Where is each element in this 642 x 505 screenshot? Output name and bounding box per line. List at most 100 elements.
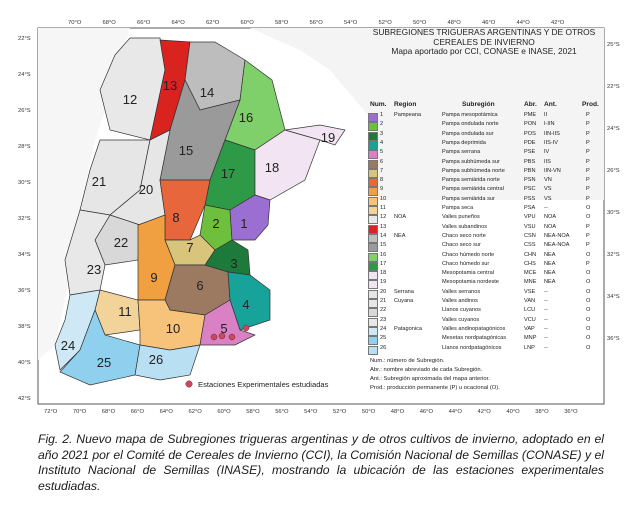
legend-row: 10 Pampa semiárida sur PSS VS P: [364, 195, 604, 206]
legend-subregion: Valles cuyanos: [442, 316, 480, 323]
legend-subregion: Valles subandinos: [442, 223, 487, 230]
legend-abr: VCU: [524, 316, 536, 323]
legend-prod: O: [586, 279, 591, 286]
legend-num: 25: [380, 335, 387, 342]
longitude-label: 68°O: [102, 409, 116, 415]
legend-prod: O: [586, 288, 591, 295]
legend-num: 6: [380, 158, 384, 165]
legend-prod: P: [586, 260, 590, 267]
region-label-14: 14: [200, 85, 214, 100]
legend-ant: IIN-VN: [544, 167, 561, 174]
legend-prod: P: [586, 195, 590, 202]
latitude-label: 24°S: [18, 72, 31, 78]
legend-subregion: Chaco húmedo sur: [442, 260, 490, 267]
latitude-label: 32°S: [607, 252, 620, 258]
legend-abr: LCU: [524, 307, 536, 314]
region-label-25: 25: [97, 355, 111, 370]
legend-abr: PBS: [524, 158, 536, 165]
legend-ant: --: [544, 298, 548, 304]
region-label-7: 7: [186, 240, 193, 255]
legend-subregion: Pampa seca: [442, 205, 474, 211]
legend-swatch: [368, 131, 378, 141]
longitude-label: 58°O: [246, 409, 260, 415]
legend-swatch: [368, 187, 378, 197]
legend-prod: P: [586, 177, 590, 184]
legend-row: 17 Chaco húmedo sur CHS NEA P: [364, 260, 604, 271]
legend-abr: VAP: [524, 325, 535, 332]
legend-subregion: Mesetas nordpatagónicas: [442, 335, 507, 342]
latitude-label: 22°S: [18, 36, 31, 42]
station-marker: [242, 324, 250, 332]
legend-swatch: [368, 168, 378, 178]
latitude-label: 36°S: [607, 336, 620, 342]
legend-abr: LNP: [524, 344, 535, 351]
latitude-label: 36°S: [18, 288, 31, 294]
legend-swatch: [368, 271, 378, 281]
region-19: [284, 124, 346, 146]
legend-abr: VSU: [524, 223, 536, 230]
legend-swatch: [368, 159, 378, 169]
longitude-label: 56°O: [275, 409, 289, 415]
latitude-label: 38°S: [18, 324, 31, 330]
legend-header-num: Num.: [370, 101, 387, 108]
legend-abr: MCE: [524, 270, 537, 277]
legend-region: Patagonica: [394, 325, 422, 332]
legend-header-subregion: Subregión: [462, 101, 495, 108]
legend-num: 23: [380, 316, 387, 323]
legend-row: 15 Chaco seco sur CSS NEA-NOA P: [364, 242, 604, 253]
legend-prod: P: [586, 130, 590, 137]
legend-row: 20 Serrana Valles serranos VSE -- O: [364, 288, 604, 299]
latitude-label: 32°S: [18, 216, 31, 222]
legend-row: 22 Llanos cuyanos LCU -- O: [364, 307, 604, 318]
legend-prod: O: [586, 251, 591, 258]
region-label-4: 4: [242, 297, 249, 312]
region-label-17: 17: [221, 166, 235, 181]
legend-swatch: [368, 150, 378, 160]
region-label-18: 18: [265, 160, 279, 175]
legend-subregion: Valles serranos: [442, 288, 481, 295]
legend-num: 12: [380, 214, 387, 221]
legend-region: Serrana: [394, 288, 414, 295]
longitude-label: 64°O: [172, 20, 186, 26]
legend-num: 7: [380, 167, 384, 174]
legend-num: 22: [380, 307, 387, 314]
legend-ant: --: [544, 344, 548, 351]
latitude-label: 28°S: [18, 144, 31, 150]
legend-row: 1 Pampeana Pampa mesopotámica PME II P: [364, 112, 604, 122]
station-marker: [218, 332, 226, 340]
legend-prod: P: [586, 121, 590, 128]
legend-prod: P: [586, 223, 590, 230]
legend-prod: P: [586, 149, 590, 156]
map-figure: 1 2 3 4 5 6 7 8 9 10 11 12 13 14 15 16 1…: [18, 20, 620, 415]
legend-prod: O: [586, 307, 591, 314]
legend-note: Num.: número de Subregión.: [370, 358, 445, 364]
legend-title-line-3: Mapa aportado por CCI, CONASE e INASE, 2…: [391, 46, 577, 56]
legend-subregion: Valles andinopatagónicos: [442, 325, 506, 332]
legend-ant: --: [544, 205, 548, 211]
longitude-label: 46°O: [482, 20, 496, 26]
legend-num: 24: [380, 325, 387, 332]
longitude-label: 72°O: [44, 409, 58, 415]
longitude-label: 68°O: [103, 20, 117, 26]
legend-subregion: Valles puneños: [442, 214, 480, 221]
region-label-16: 16: [239, 110, 253, 125]
region-label-2: 2: [212, 216, 219, 231]
legend-prod: O: [586, 205, 591, 211]
legend-title-line-2: CEREALES DE INVIERNO: [433, 36, 535, 47]
legend-swatch: [368, 113, 378, 122]
region-label-20: 20: [139, 182, 153, 197]
legend-num: 13: [380, 223, 387, 230]
legend-prod: O: [586, 316, 591, 323]
legend-row: 24 Patagonica Valles andinopatagónicos VAP -…: [364, 325, 604, 336]
legend-subregion: Chaco seco norte: [442, 232, 486, 239]
latitude-label: 26°S: [18, 108, 31, 114]
legend-ant: --: [544, 316, 548, 323]
legend-num: 1: [380, 112, 384, 118]
legend-abr: PME: [524, 112, 537, 118]
legend-num: 19: [380, 279, 387, 286]
legend-prod: O: [586, 344, 591, 351]
legend-row: 4 Pampa deprimida PDE IIS-IV P: [364, 140, 604, 150]
region-label-5: 5: [220, 321, 227, 336]
legend-num: 15: [380, 242, 387, 249]
legend-ant: --: [544, 288, 548, 295]
